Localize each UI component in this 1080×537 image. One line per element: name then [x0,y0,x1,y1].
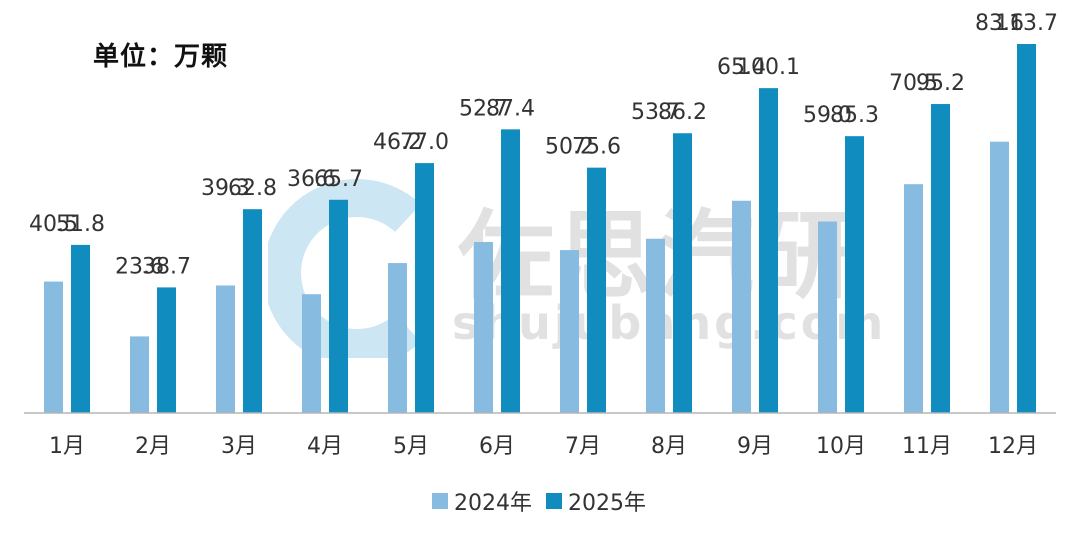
x-tick-label: 12月 [988,434,1038,459]
x-tick-label: 9月 [737,434,773,459]
data-label-2024: 52.7 [459,96,508,121]
data-label-2024: 40.5 [29,212,78,237]
unit-label: 单位：万颗 [93,42,229,72]
data-label-2025: 86.2 [658,100,707,125]
legend-label-2025: 2025年 [568,491,646,516]
bar-2024 [732,200,751,413]
legend-swatch-2025 [546,493,562,509]
legend-swatch-2024 [432,493,448,509]
data-label-2025: 100.1 [737,55,800,80]
data-label-2025: 38.7 [142,254,191,279]
data-label-2024: 83.6 [975,11,1024,36]
data-label-2024: 70.5 [889,71,938,96]
data-label-2024: 50.2 [545,135,594,160]
x-tick-label: 7月 [565,434,601,459]
bar-2024 [216,285,235,413]
data-label-2024: 23.6 [115,254,164,279]
data-label-2024: 53.7 [631,100,680,125]
bar-2024 [904,184,923,413]
x-tick-label: 6月 [479,434,515,459]
bar-2025 [329,199,348,413]
bar-2024 [388,263,407,413]
bar-2024 [130,336,149,413]
bar-2025 [157,287,176,413]
x-tick-label: 11月 [902,434,952,459]
bar-2025 [931,104,950,413]
x-tick-label: 4月 [307,434,343,459]
bar-2025 [501,129,520,413]
data-label-2025: 65.7 [314,167,363,192]
data-label-2025: 87.4 [486,96,535,121]
legend-label-2024: 2024年 [454,491,532,516]
data-label-2025: 77.0 [400,130,449,155]
bar-2025 [243,209,262,413]
bar-2024 [818,221,837,413]
bar-2025 [759,88,778,413]
data-label-2025: 85.3 [830,103,879,128]
legend: 2024年 2025年 [432,485,660,517]
bar-2025 [415,163,434,413]
bar-2024 [646,238,665,413]
data-label-2025: 62.8 [228,176,277,201]
data-label-2024: 59.0 [803,103,852,128]
watermark-site: shujubang.com [452,296,887,350]
data-label-2024: 39.3 [201,176,250,201]
x-tick-label: 8月 [651,434,687,459]
legend-item-2024: 2024年 [432,485,532,517]
bar-2024 [44,281,63,413]
bar-2025 [1017,44,1036,413]
data-label-2024: 36.6 [287,167,336,192]
data-label-2025: 75.6 [572,135,621,160]
data-label-2025: 113.7 [995,11,1058,36]
x-tick-label: 2月 [135,434,171,459]
data-label-2025: 51.8 [56,212,105,237]
bar-2024 [990,141,1009,413]
bar-2024 [474,241,493,413]
data-label-2025: 95.2 [916,71,965,96]
watermark-logo [268,179,421,358]
data-label-2024: 65.4 [717,55,766,80]
bar-2025 [71,244,90,413]
x-tick-label: 3月 [221,434,257,459]
bar-2025 [673,133,692,413]
bar-2024 [560,250,579,413]
legend-item-2025: 2025年 [546,485,646,517]
x-tick-label: 5月 [393,434,429,459]
bar-2025 [845,136,864,413]
bar-2024 [302,294,321,413]
x-tick-label: 10月 [816,434,866,459]
bar-2025 [587,167,606,413]
data-label-2024: 46.2 [373,130,422,155]
x-tick-label: 1月 [49,434,85,459]
